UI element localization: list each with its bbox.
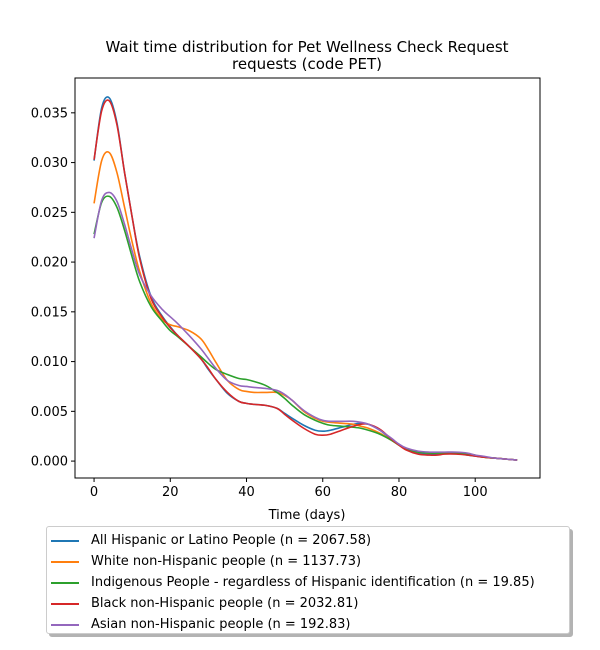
y-tick-label: 0.030 [31,156,68,171]
y-axis: 0.000 0.005 0.010 0.015 0.020 0.025 0.030 0.035 [31,106,75,470]
y-tick-label: 0.010 [31,355,68,370]
y-tick-label: 0.020 [31,256,68,271]
x-tick-label: 0 [90,485,98,500]
legend-item: All Hispanic or Latino People (n = 2067.… [47,530,569,551]
y-tick-label: 0.035 [31,106,68,121]
x-tick-label: 40 [238,485,255,500]
legend-item: Asian non-Hispanic people (n = 192.83) [47,614,569,635]
legend-item: White non-Hispanic people (n = 1137.73) [47,551,569,572]
x-axis: 0 20 40 60 80 100 [90,478,488,500]
legend-label: Indigenous People - regardless of Hispan… [91,575,535,590]
chart-title: Wait time distribution for Pet Wellness … [105,38,508,73]
series-line-1 [93,151,518,461]
series-line-3 [93,99,518,461]
y-tick-label: 0.000 [31,455,68,470]
chart-legend: All Hispanic or Latino People (n = 2067.… [46,526,570,634]
plot-frame [74,77,541,479]
legend-swatch [51,602,79,605]
y-tick-label: 0.025 [31,206,68,221]
legend-swatch [51,560,79,563]
chart-title-line: requests (code PET) [232,55,382,73]
x-tick-label: 100 [463,485,488,500]
y-tick-label: 0.005 [31,405,68,420]
legend-item: Indigenous People - regardless of Hispan… [47,572,569,593]
chart-title-line: Wait time distribution for Pet Wellness … [105,38,508,56]
y-tick-label: 0.015 [31,305,68,320]
legend-label: White non-Hispanic people (n = 1137.73) [91,554,362,569]
legend-swatch [51,623,79,626]
legend-label: Black non-Hispanic people (n = 2032.81) [91,596,359,611]
x-tick-label: 80 [391,485,408,500]
series-line-4 [93,191,518,461]
x-tick-label: 60 [314,485,331,500]
legend-label: All Hispanic or Latino People (n = 2067.… [91,533,372,548]
series-line-2 [93,195,518,461]
legend-item: Black non-Hispanic people (n = 2032.81) [47,593,569,614]
legend-swatch [51,539,79,542]
x-tick-label: 20 [162,485,179,500]
series-line-0 [93,96,518,461]
x-axis-label: Time (days) [268,508,346,523]
legend-swatch [51,581,79,584]
plot-area [74,77,541,479]
legend-label: Asian non-Hispanic people (n = 192.83) [91,617,351,632]
